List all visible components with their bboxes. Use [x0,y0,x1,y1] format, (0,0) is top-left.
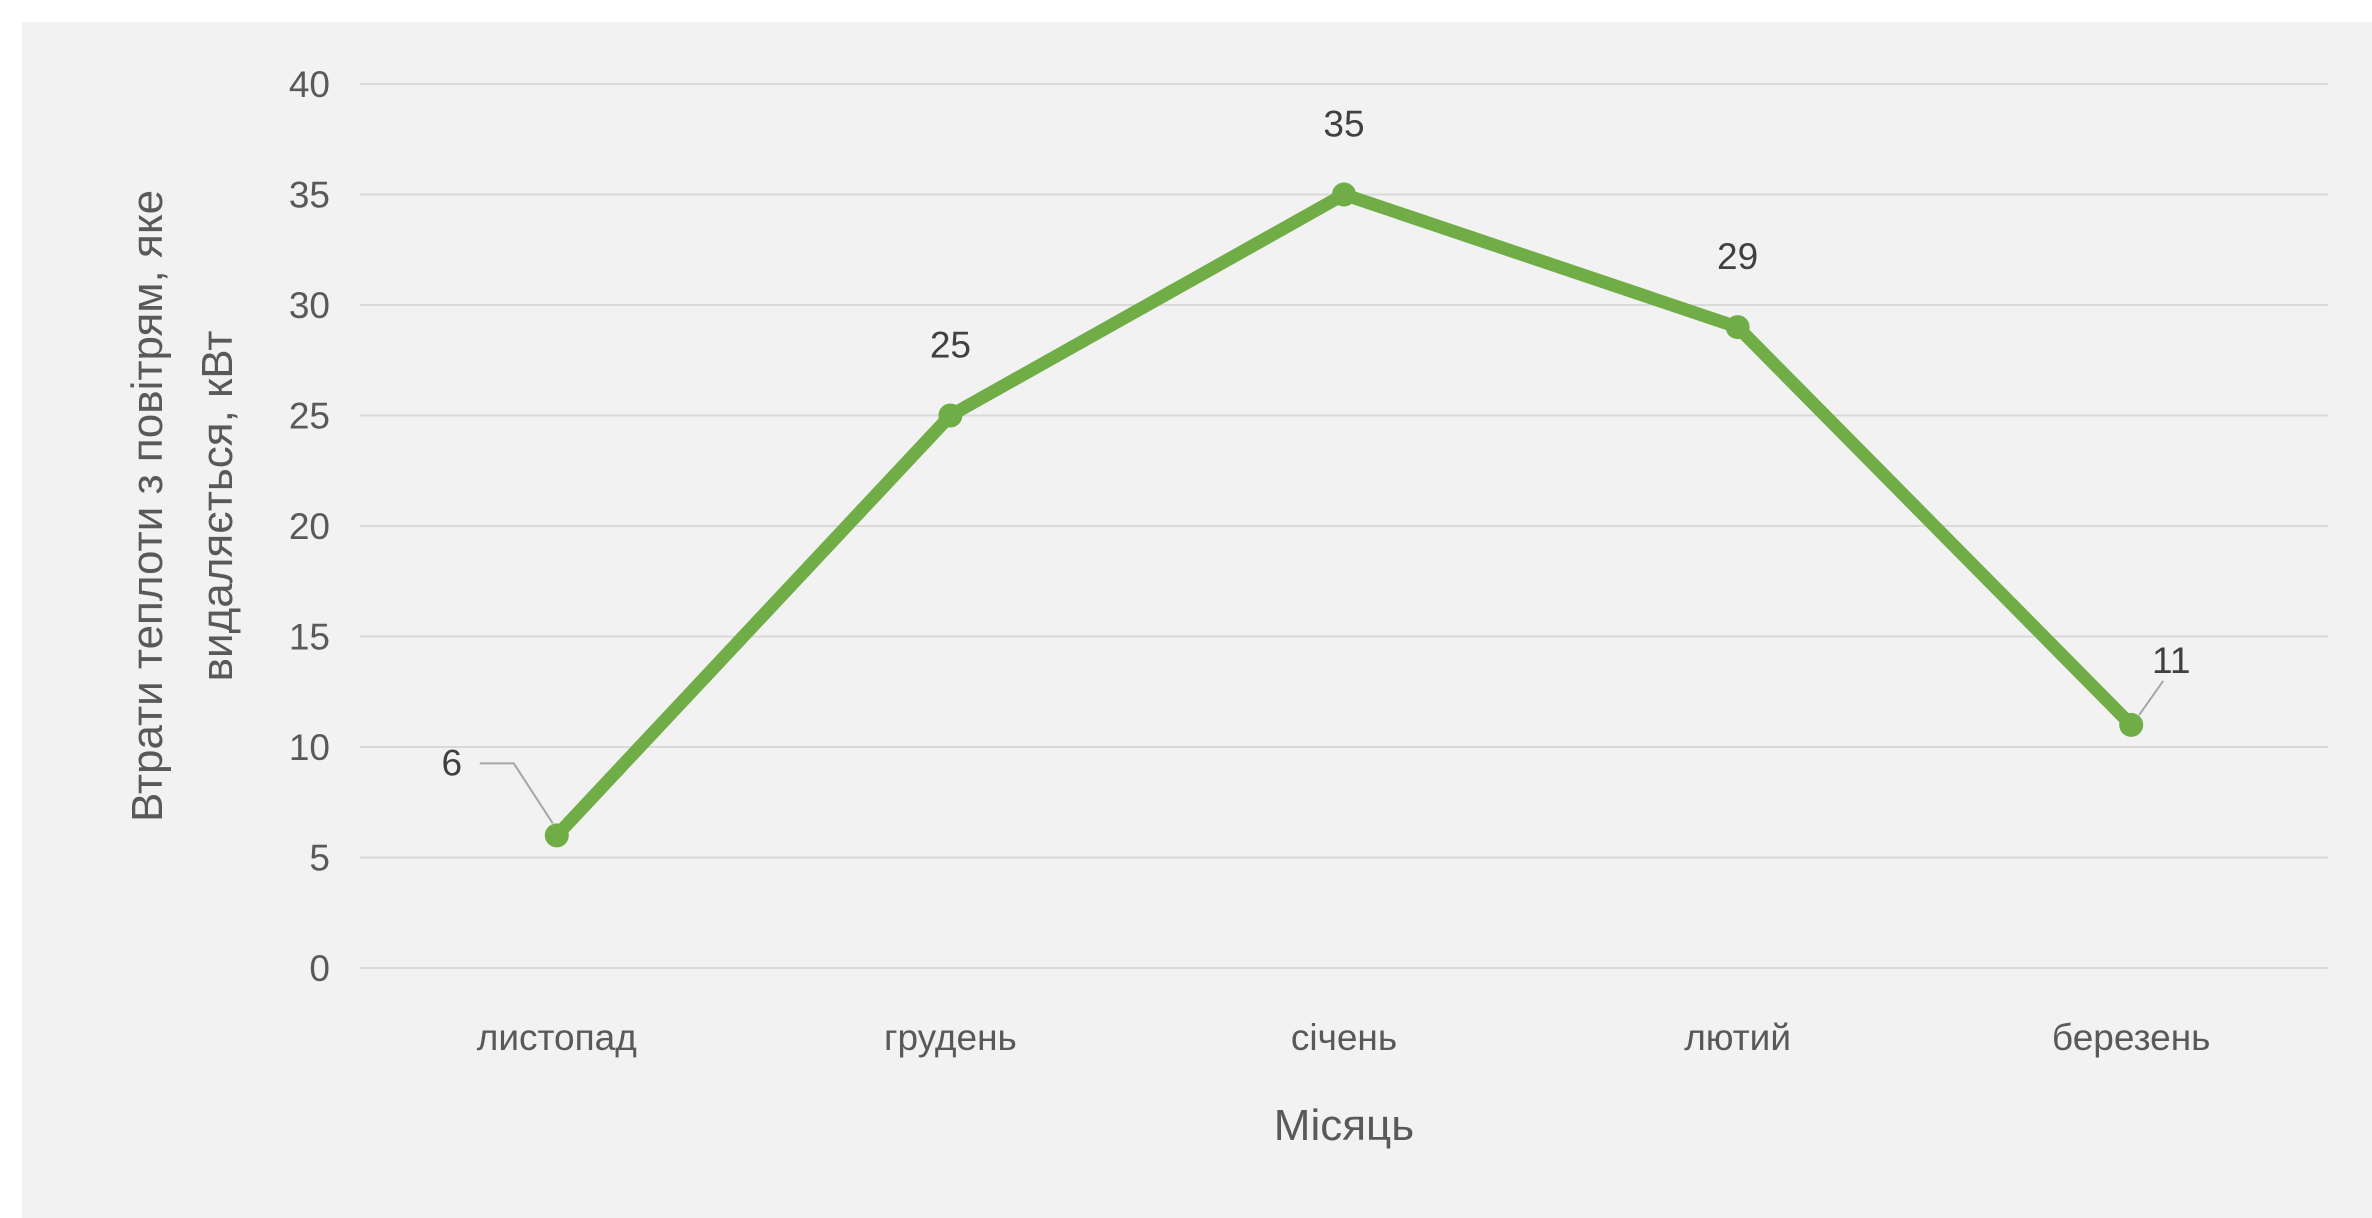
data-label-5: 11 [2152,640,2190,681]
data-label-2: 25 [930,325,971,366]
y-tick-label-10: 10 [289,727,330,768]
y-axis-ticks: 0 5 10 15 20 25 30 35 40 [289,64,330,989]
data-point-3 [1332,182,1356,207]
y-tick-label-35: 35 [289,175,330,216]
data-point-5 [2119,712,2144,737]
series [544,182,2144,848]
y-tick-label-20: 20 [289,506,330,547]
data-label-1: 6 [442,742,463,783]
x-axis-ticks: листопад грудень січень лютий березень [477,1017,2211,1058]
leader-line-5 [2138,680,2165,716]
x-tick-label-5: березень [2052,1017,2211,1058]
data-point-4 [1725,315,1750,340]
data-point-2 [938,403,963,428]
y-tick-label-40: 40 [289,64,330,105]
y-tick-label-0: 0 [309,948,330,989]
label-leaders [479,680,2165,824]
data-point-1 [544,823,569,848]
data-label-3: 35 [1323,104,1364,145]
y-tick-label-15: 15 [289,617,330,658]
data-labels: 6 25 35 29 11 [442,104,2191,784]
gridlines [360,83,2328,969]
y-axis-title-line-2: видаляється, кВт [193,331,242,682]
data-label-4: 29 [1717,236,1758,277]
leader-line-1 [479,762,554,824]
x-tick-label-3: січень [1291,1017,1397,1058]
x-tick-label-2: грудень [884,1017,1017,1058]
x-tick-label-1: листопад [477,1017,637,1058]
y-tick-label-5: 5 [309,838,330,879]
series-line-1 [550,188,2138,842]
chart-area: 0 5 10 15 20 25 30 35 40 листопад грудень січень лю… [22,22,2372,1218]
y-axis-title: Втрати теплоти з повітрям, яке видаляєть… [123,190,242,822]
x-axis-title: Місяць [1274,1101,1414,1150]
x-tick-label-4: лютий [1684,1017,1791,1058]
y-tick-label-25: 25 [289,396,330,437]
y-tick-label-30: 30 [289,285,330,326]
line-chart: 0 5 10 15 20 25 30 35 40 листопад грудень січень лю… [123,64,2328,1150]
y-axis-title-line-1: Втрати теплоти з повітрям, яке [123,190,172,822]
